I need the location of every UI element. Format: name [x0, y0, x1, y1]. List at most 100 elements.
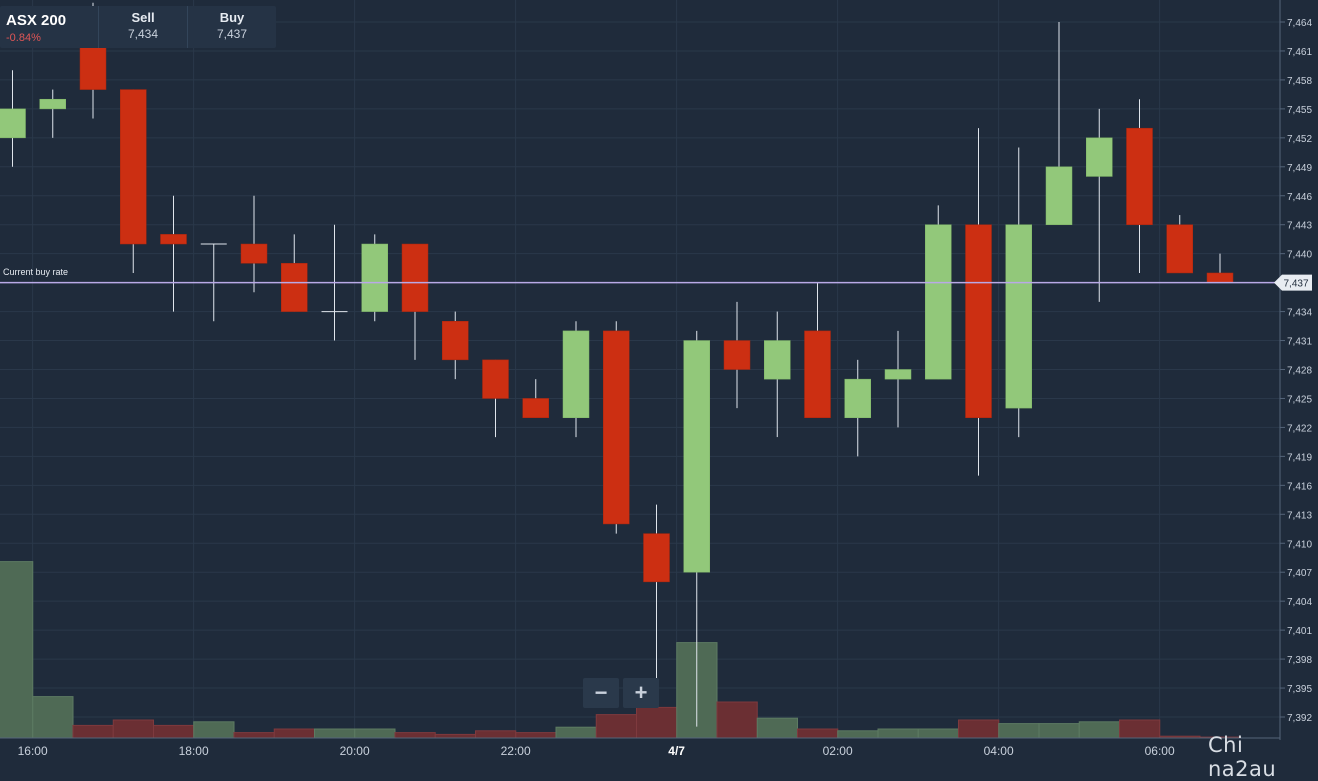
candle-up [884, 369, 912, 380]
buy-rate-tag-label: 7,437 [1283, 279, 1308, 290]
volume-bar [595, 714, 637, 739]
volume-bar [0, 561, 34, 739]
candle-up [1086, 137, 1113, 177]
price-tick-label: 7,428 [1287, 366, 1312, 377]
price-tick-label: 7,440 [1287, 250, 1312, 261]
time-tick-label: 18:00 [179, 744, 209, 758]
volume-bar [636, 706, 678, 739]
candlestick-chart[interactable]: 7,464 7,461 7,458 7,455 7,452 7,449 7,446 7,443… [0, 0, 1318, 759]
price-tick-label: 7,458 [1287, 76, 1312, 87]
candle-up [39, 98, 66, 110]
candle-down [643, 533, 670, 583]
buy-rate-tag [1274, 274, 1312, 291]
candle-down [281, 263, 308, 312]
volume-bar [917, 728, 959, 739]
candle-up [0, 108, 26, 139]
volume-bar [193, 721, 235, 739]
volume-bar [233, 732, 275, 739]
price-tick-label: 7,401 [1287, 626, 1312, 637]
price-tick-label: 7,464 [1287, 18, 1312, 29]
candle-down [482, 359, 509, 399]
grid-lines [0, 0, 1280, 738]
candle-down [401, 243, 429, 312]
volume-bar [1119, 719, 1161, 739]
volume-bar [1038, 723, 1080, 739]
candle-up [361, 243, 388, 312]
price-tick-label: 7,398 [1287, 655, 1312, 666]
zoom-controls: − + [583, 678, 663, 708]
sell-price: 7,434 [127, 27, 159, 41]
volume-bar [72, 724, 114, 739]
instrument-symbol: ASX 200 [6, 12, 67, 29]
volume-bar [273, 728, 315, 739]
price-tick-label: 7,443 [1287, 221, 1312, 232]
price-tick-label: 7,446 [1287, 192, 1312, 203]
candle-up [764, 340, 791, 380]
candle-down [723, 340, 751, 370]
candles [0, 2, 1234, 727]
buy-label: Buy [219, 10, 245, 25]
candle-down [965, 224, 992, 419]
volume-bar [998, 723, 1040, 739]
candle-down [522, 398, 549, 419]
volume-bar [555, 726, 597, 739]
sell-button[interactable]: Sell 7,434 [99, 6, 188, 48]
volume-bar [877, 728, 919, 739]
price-change: -0.84% [6, 32, 41, 44]
watermark: Chi na2au [1208, 733, 1277, 781]
candle-down [603, 330, 630, 525]
volume-bar [958, 719, 1000, 739]
volume-bar [153, 724, 195, 739]
candle-down [442, 320, 469, 361]
quote-panel: ASX 200 -0.84% Sell 7,434 Buy 7,437 [0, 6, 276, 48]
candle-up [562, 330, 590, 419]
volume-bar [1078, 721, 1120, 739]
candle-up [683, 340, 710, 573]
volume-bars [0, 561, 1241, 739]
candle-down [240, 243, 268, 264]
price-tick-label: 7,410 [1287, 539, 1312, 550]
price-axis: 7,464 7,461 7,458 7,455 7,452 7,449 7,446 7,443… [1279, 0, 1312, 740]
price-tick-label: 7,434 [1287, 308, 1312, 319]
volume-bar [716, 701, 758, 739]
price-tick-label: 7,455 [1287, 105, 1312, 116]
time-axis: 16:00 18:00 20:00 22:00 4/7 02:00 04:00 06:00 [0, 737, 1280, 758]
volume-bar [112, 719, 154, 739]
time-tick-label: 20:00 [340, 744, 370, 758]
time-tick-label: 06:00 [1145, 744, 1175, 758]
volume-bar [32, 696, 74, 739]
volume-bar [314, 728, 356, 739]
price-tick-label: 7,449 [1287, 163, 1312, 174]
candle-up [1045, 166, 1073, 225]
volume-bar [837, 730, 879, 739]
price-tick-label: 7,392 [1287, 713, 1312, 724]
price-tick-label: 7,407 [1287, 568, 1312, 579]
time-tick-label: 16:00 [18, 744, 48, 758]
volume-bar [797, 728, 839, 739]
price-tick-label: 7,425 [1287, 394, 1312, 405]
price-tick-label: 7,413 [1287, 510, 1312, 521]
candle-up [844, 378, 871, 419]
candle-down [1206, 272, 1234, 283]
price-tick-label: 7,404 [1287, 597, 1312, 608]
zoom-in-button[interactable]: + [623, 678, 659, 708]
volume-bar [515, 732, 557, 739]
buy-button[interactable]: Buy 7,437 [188, 6, 276, 48]
price-tick-label: 7,419 [1287, 452, 1312, 463]
candle-down [1166, 224, 1193, 274]
time-tick-label: 4/7 [668, 744, 685, 758]
price-tick-label: 7,452 [1287, 134, 1312, 145]
price-tick-label: 7,431 [1287, 337, 1312, 348]
zoom-out-button[interactable]: − [583, 678, 619, 708]
volume-bar [354, 728, 396, 739]
candle-down [160, 234, 187, 245]
volume-bar [434, 733, 476, 739]
instrument-cell: ASX 200 -0.84% [0, 6, 99, 48]
time-tick-label: 04:00 [984, 744, 1014, 758]
current-buy-rate-label: Current buy rate [3, 267, 69, 277]
volume-bar [756, 717, 798, 739]
time-tick-label: 22:00 [501, 744, 531, 758]
candle-down [120, 89, 147, 245]
price-tick-label: 7,395 [1287, 684, 1312, 695]
price-tick-label: 7,461 [1287, 47, 1312, 58]
